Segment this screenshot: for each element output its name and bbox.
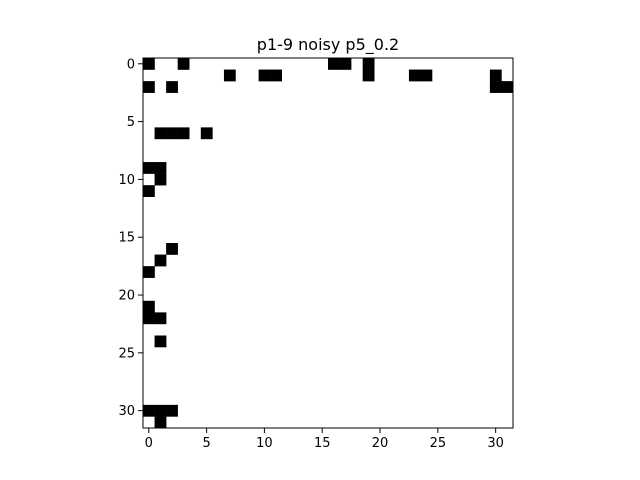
x-tick-label: 10	[256, 436, 273, 451]
y-tick-label: 30	[118, 404, 135, 419]
heatmap-cell	[154, 162, 167, 174]
heatmap-cell	[166, 404, 178, 417]
x-tick-label: 5	[202, 436, 210, 451]
heatmap-cell	[328, 58, 340, 70]
heatmap-cell	[223, 69, 236, 82]
y-tick-label: 5	[127, 115, 135, 130]
heatmap-cell	[501, 81, 514, 93]
chart-title: p1-9 noisy p5_0.2	[257, 35, 399, 55]
x-tick-label: 25	[430, 436, 447, 451]
heatmap-cell	[270, 69, 283, 82]
heatmap-cell	[339, 58, 352, 70]
axes-frame	[142, 57, 514, 429]
heatmap-cell	[166, 81, 178, 93]
x-tick-label: 0	[145, 436, 153, 451]
y-tick-label: 25	[118, 346, 135, 361]
heatmap-cell	[154, 312, 167, 325]
heatmap-cell	[143, 185, 155, 198]
heatmap-cell	[154, 127, 167, 140]
heatmap-cell	[143, 266, 155, 278]
y-tick-label: 15	[118, 231, 135, 246]
heatmap-cell	[200, 127, 213, 140]
heatmap-cell	[143, 300, 155, 313]
x-tick-label: 30	[487, 436, 504, 451]
heatmap-cell	[154, 416, 167, 429]
heatmap-cell	[362, 58, 375, 70]
heatmap-cell	[154, 173, 167, 186]
heatmap-background	[143, 58, 513, 428]
heatmap-cell	[489, 81, 502, 93]
x-axis: 0 5 10 15 20 25 30	[145, 428, 504, 451]
heatmap-cell	[362, 69, 375, 82]
heatmap-cell	[166, 243, 178, 255]
heatmap-cell	[143, 312, 155, 325]
heatmap-cell	[154, 254, 167, 267]
heatmap-cell	[177, 127, 190, 140]
y-tick-label: 20	[118, 289, 135, 304]
x-tick-label: 20	[372, 436, 389, 451]
heatmap-cell	[408, 69, 421, 82]
heatmap-cell	[420, 69, 433, 82]
heatmap-cell	[143, 162, 155, 174]
heatmap-cell	[258, 69, 271, 82]
heatmap-cell	[166, 127, 178, 140]
heatmap-cell	[143, 58, 155, 70]
heatmap-cell	[154, 404, 167, 417]
heatmap-cell	[489, 69, 502, 82]
heatmap-cells	[143, 58, 514, 429]
heatmap-cell	[177, 58, 190, 70]
y-axis: 0 5 10 15 20 25 30	[118, 57, 143, 419]
y-tick-label: 10	[118, 173, 135, 188]
y-tick-label: 0	[127, 57, 135, 72]
heatmap-cell	[143, 81, 155, 93]
heatmap-cell	[154, 335, 167, 348]
x-tick-label: 15	[314, 436, 331, 451]
heatmap-cell	[143, 404, 155, 417]
